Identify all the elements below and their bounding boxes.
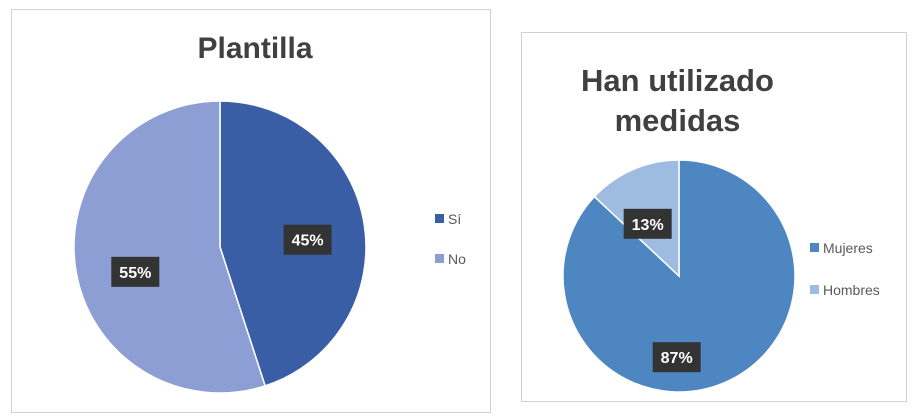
- chart-title: Han utilizado medidas: [581, 63, 774, 138]
- legend-label: Hombres: [823, 282, 880, 298]
- legend-swatch: [435, 214, 444, 223]
- legend-swatch: [810, 243, 819, 252]
- chart-han-utilizado-medidas: Han utilizado medidas 87% 13% Mujeres Hombr…: [521, 32, 907, 402]
- data-label-text: 13%: [632, 217, 664, 234]
- pie-slice-no: [73, 100, 267, 394]
- data-label: 45%: [283, 224, 332, 255]
- data-label: 13%: [623, 208, 672, 239]
- data-label-text: 45%: [292, 233, 324, 250]
- data-label-text: 55%: [119, 265, 151, 282]
- legend-swatch: [810, 285, 819, 294]
- data-label-text: 87%: [661, 350, 693, 367]
- legend-label: No: [448, 251, 466, 267]
- chart-title: Plantilla: [197, 32, 313, 65]
- data-label: 55%: [111, 256, 160, 287]
- pie-chart-medidas: 87% 13% Mujeres Hombres: [562, 159, 880, 393]
- data-label: 87%: [652, 342, 701, 373]
- legend-label: Sí: [448, 211, 461, 227]
- chart-plantilla: Plantilla 45% 55% Sí No: [11, 9, 491, 413]
- legend-label: Mujeres: [823, 240, 873, 256]
- legend-swatch: [435, 254, 444, 263]
- pie-chart-plantilla: 45% 55% Sí No: [73, 100, 466, 394]
